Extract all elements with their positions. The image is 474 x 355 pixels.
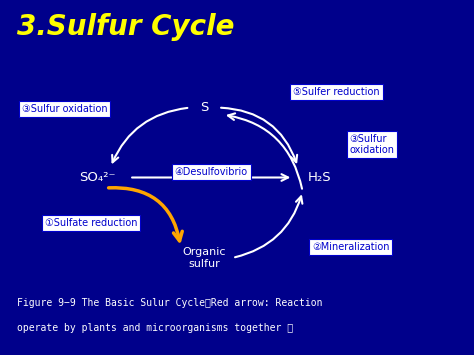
Text: ②Mineralization: ②Mineralization bbox=[312, 242, 390, 252]
Text: 3.Sulfur Cycle: 3.Sulfur Cycle bbox=[17, 13, 234, 41]
Text: ⑤Sulfer reduction: ⑤Sulfer reduction bbox=[293, 87, 380, 97]
Text: ①Sulfate reduction: ①Sulfate reduction bbox=[45, 218, 137, 228]
Text: ③Sulfur
oxidation: ③Sulfur oxidation bbox=[349, 133, 394, 155]
Text: S: S bbox=[200, 101, 209, 114]
Text: SO₄²⁻: SO₄²⁻ bbox=[79, 171, 115, 184]
Text: ④Desulfovibrio: ④Desulfovibrio bbox=[175, 167, 248, 177]
Text: H₂S: H₂S bbox=[307, 171, 331, 184]
Text: operate by plants and microorganisms together ）: operate by plants and microorganisms tog… bbox=[17, 323, 293, 333]
Text: Organic
sulfur: Organic sulfur bbox=[182, 247, 226, 269]
Text: Figure 9−9 The Basic Sulur Cycle（Red arrow: Reaction: Figure 9−9 The Basic Sulur Cycle（Red arr… bbox=[17, 298, 322, 308]
Text: ③Sulfur oxidation: ③Sulfur oxidation bbox=[21, 104, 107, 114]
